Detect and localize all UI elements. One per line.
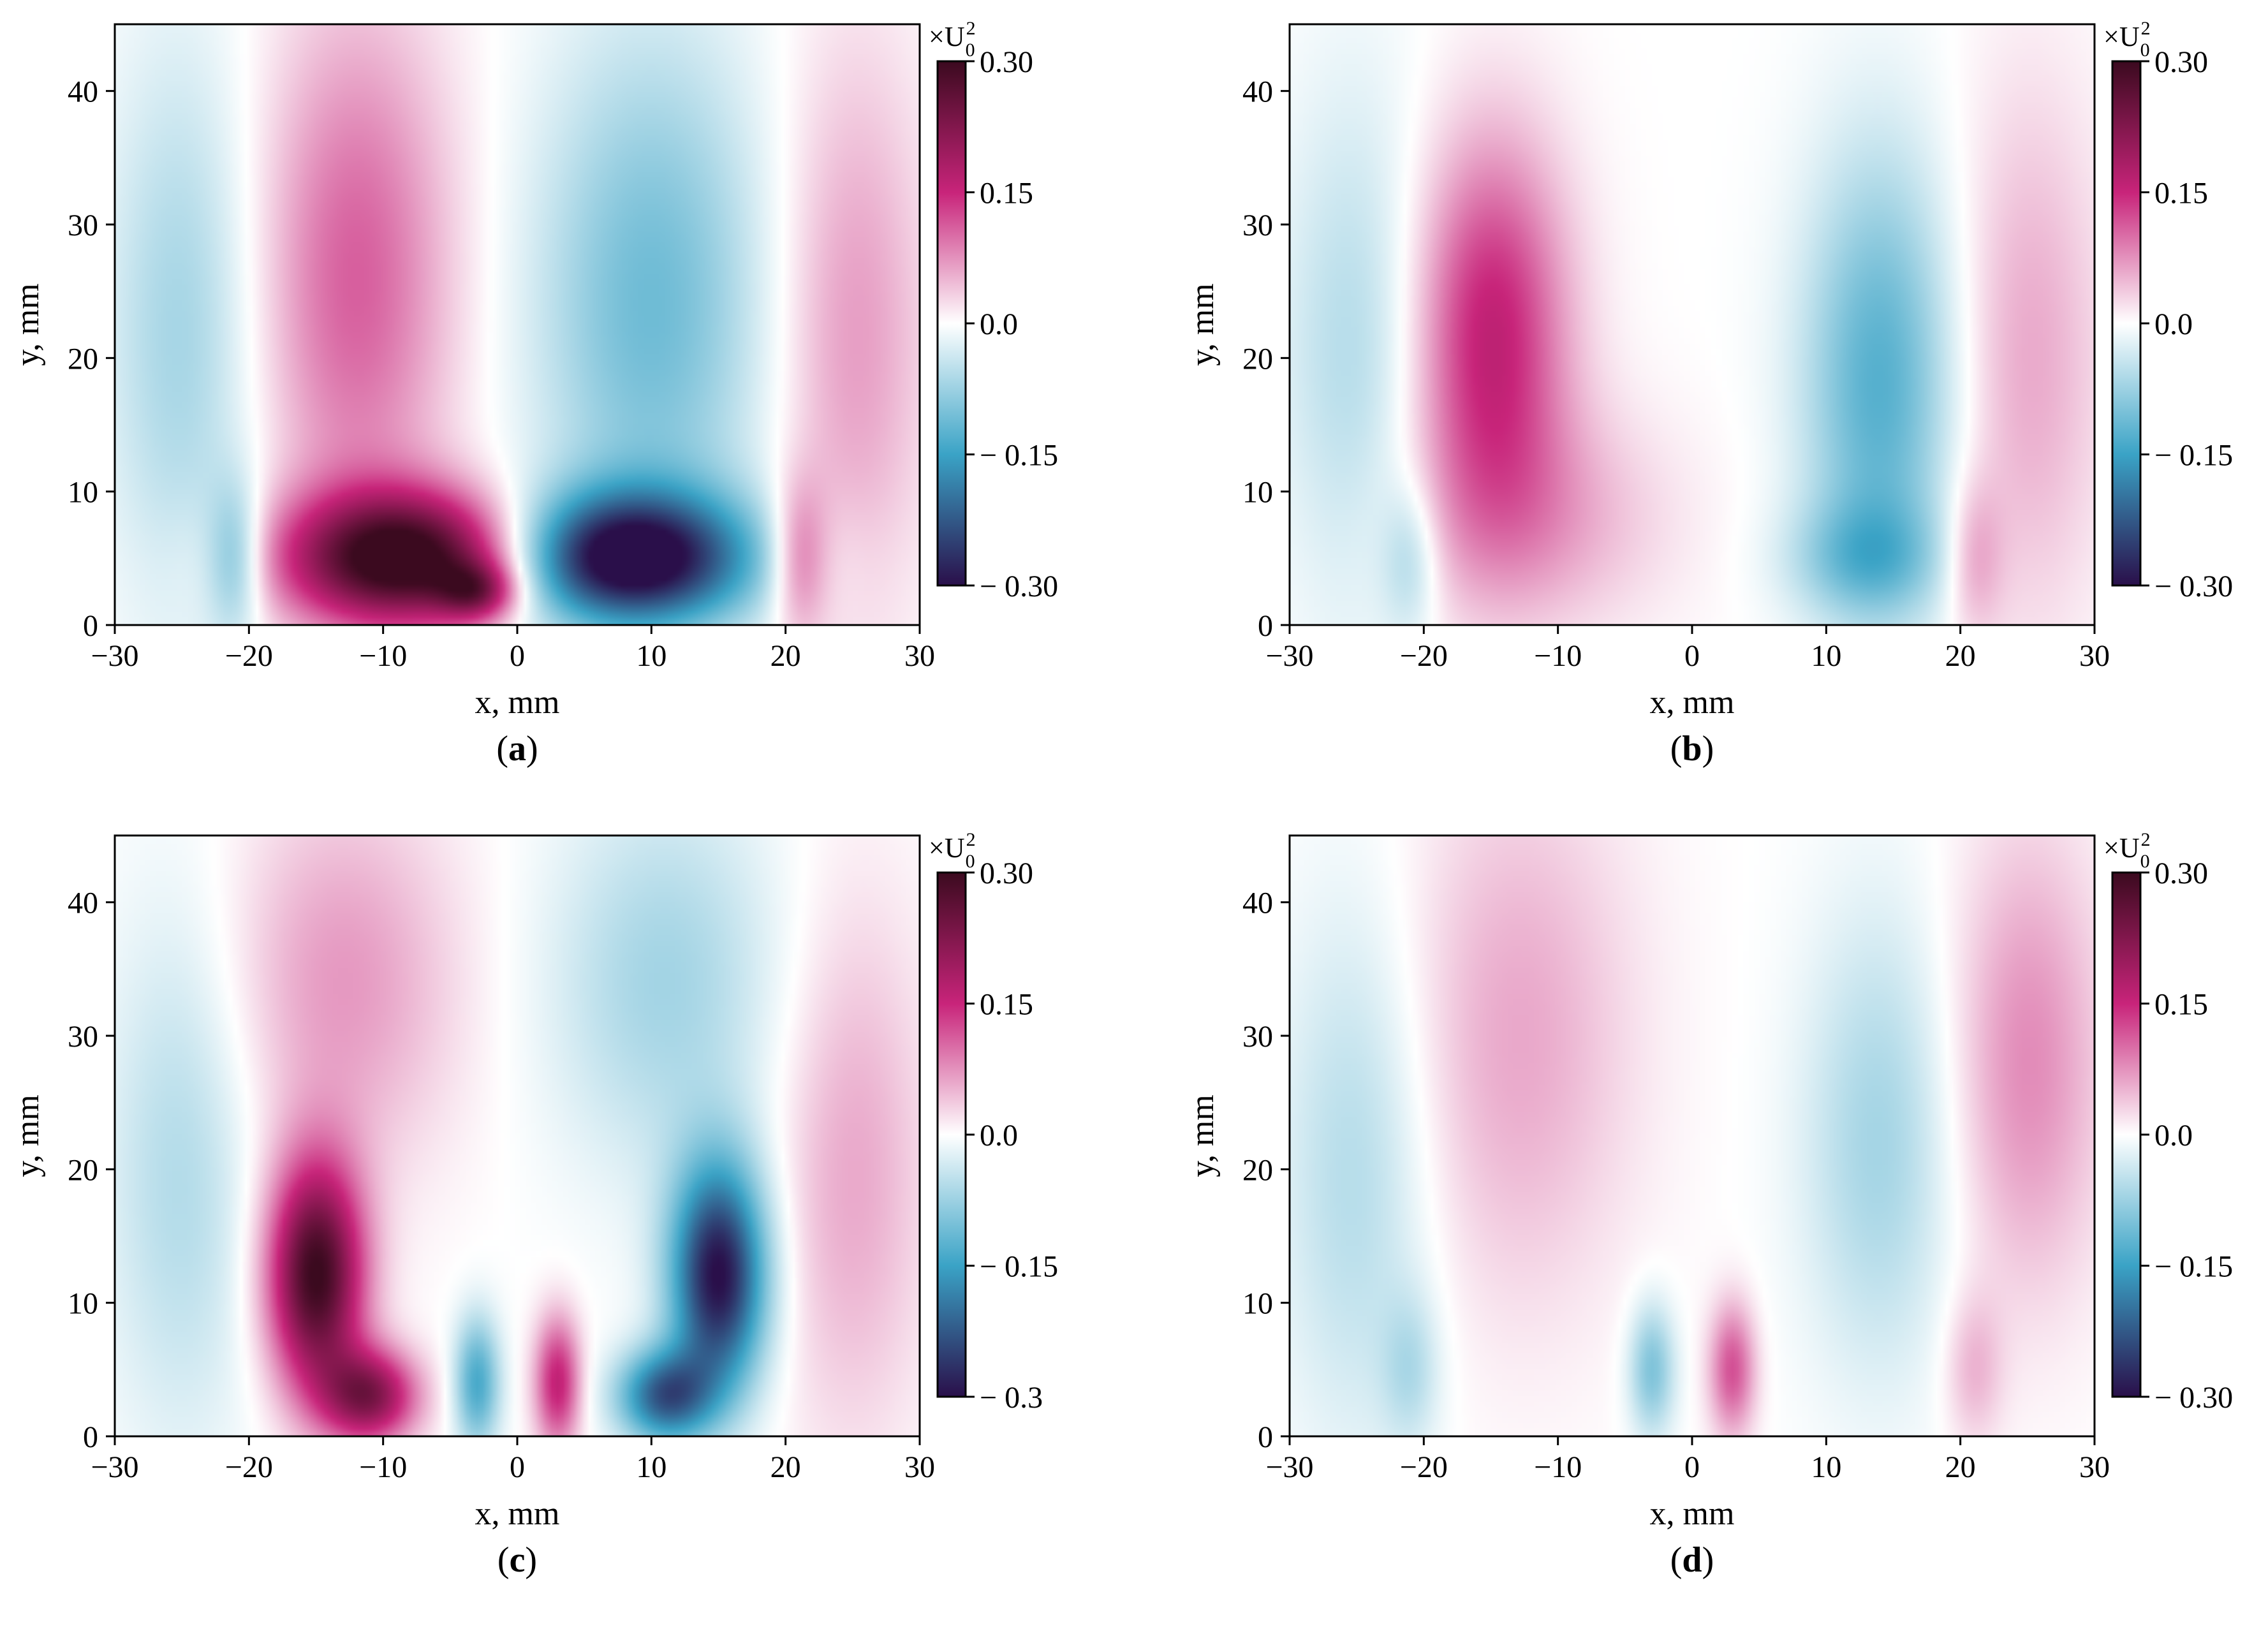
x-axis-label: x, mm — [475, 684, 560, 721]
y-axis-label: y, mm — [1184, 283, 1221, 366]
x-axis-label: x, mm — [1650, 684, 1735, 721]
colorbar-tick-label: − 0.3 — [980, 1381, 1043, 1415]
y-tick-label: 20 — [68, 342, 98, 376]
y-tick-label: 20 — [1242, 342, 1273, 376]
heatmap-image — [1290, 24, 2095, 625]
panel-a: −30 −20 −10 0 10 20 30 0 10 20 30 40 x, mm y, mm 0.30 0… — [10, 18, 1058, 769]
panel-label: (d) — [1670, 1540, 1714, 1580]
colorbar-tick-label: 0.30 — [2154, 45, 2208, 79]
y-tick-label: 30 — [1242, 209, 1273, 242]
x-tick-label: −30 — [91, 639, 138, 673]
y-tick-label: 10 — [1242, 1287, 1273, 1321]
y-axis-label: y, mm — [1184, 1094, 1221, 1177]
x-tick-label: −10 — [359, 1450, 407, 1484]
x-tick-label: 10 — [1811, 1450, 1841, 1484]
x-axis-label: x, mm — [475, 1496, 560, 1532]
y-tick-label: 40 — [1242, 887, 1273, 920]
heatmap-image — [1290, 836, 2095, 1436]
x-tick-label: 20 — [1945, 639, 1976, 673]
x-tick-label: 30 — [2079, 639, 2110, 673]
panel-c: −30 −20 −10 0 10 20 30 0 10 20 30 40 x, mm y, mm 0.30 0… — [10, 829, 1058, 1580]
x-axis-label: x, mm — [1650, 1496, 1735, 1532]
x-tick-label: −30 — [91, 1450, 138, 1484]
y-tick-label: 0 — [83, 609, 98, 643]
colorbar-tick-label: − 0.15 — [2154, 439, 2233, 473]
y-tick-label: 0 — [83, 1420, 98, 1454]
x-tick-label: 10 — [636, 1450, 666, 1484]
colorbar-tick-label: 0.30 — [2154, 857, 2208, 890]
y-tick-label: 10 — [1242, 476, 1273, 510]
x-tick-label: −20 — [225, 1450, 273, 1484]
colorbar-tick-label: 0.0 — [2154, 307, 2193, 341]
colorbar-tick-label: − 0.30 — [2154, 570, 2233, 603]
y-tick-label: 20 — [68, 1153, 98, 1187]
panel-b: −30 −20 −10 0 10 20 30 0 10 20 30 40 x, mm y, mm 0.30 0… — [1184, 18, 2233, 769]
x-tick-label: 10 — [1811, 639, 1841, 673]
x-tick-label: −30 — [1265, 1450, 1313, 1484]
y-tick-label: 40 — [1242, 75, 1273, 109]
colorbar-tick-label: − 0.15 — [980, 439, 1058, 473]
colorbar — [936, 60, 967, 587]
x-tick-label: 30 — [904, 639, 935, 673]
y-tick-label: 20 — [1242, 1153, 1273, 1187]
heatmap-image — [115, 836, 920, 1436]
x-tick-label: 0 — [1684, 1450, 1700, 1484]
panel-label: (c) — [497, 1540, 537, 1580]
colorbar-tick-label: 0.15 — [2154, 988, 2208, 1022]
x-tick-label: −30 — [1265, 639, 1313, 673]
panel-label: (b) — [1670, 729, 1714, 769]
colorbar — [2111, 871, 2142, 1398]
x-tick-label: −20 — [1400, 1450, 1448, 1484]
colorbar-tick-label: 0.0 — [2154, 1119, 2193, 1152]
x-tick-label: −10 — [1534, 1450, 1582, 1484]
x-tick-label: 10 — [636, 639, 666, 673]
colorbar-tick-label: 0.15 — [980, 988, 1033, 1022]
x-tick-label: 20 — [770, 639, 801, 673]
x-tick-label: 20 — [770, 1450, 801, 1484]
x-tick-label: −10 — [1534, 639, 1582, 673]
y-tick-label: 0 — [1258, 1420, 1273, 1454]
y-tick-label: 30 — [1242, 1020, 1273, 1054]
x-tick-label: −20 — [225, 639, 273, 673]
panel-d: −30 −20 −10 0 10 20 30 0 10 20 30 40 x, mm y, mm 0.30 0… — [1184, 829, 2233, 1580]
y-tick-label: 40 — [68, 887, 98, 920]
x-tick-label: 0 — [1684, 639, 1700, 673]
colorbar-unit-label: ×U2 0 — [929, 829, 976, 872]
colorbar-tick-label: − 0.15 — [980, 1250, 1058, 1284]
panel-label: (a) — [496, 729, 538, 769]
x-tick-label: 0 — [510, 1450, 525, 1484]
colorbar-unit-label: ×U2 0 — [929, 18, 976, 61]
y-tick-label: 40 — [68, 75, 98, 109]
y-tick-label: 10 — [68, 476, 98, 510]
y-tick-label: 0 — [1258, 609, 1273, 643]
x-tick-label: 20 — [1945, 1450, 1976, 1484]
colorbar — [2111, 60, 2142, 587]
colorbar — [936, 871, 967, 1398]
colorbar-tick-label: 0.0 — [980, 1119, 1018, 1152]
x-tick-label: 0 — [510, 639, 525, 673]
x-tick-label: −10 — [359, 639, 407, 673]
heatmap-image — [115, 24, 920, 625]
colorbar-tick-label: 0.30 — [980, 857, 1033, 890]
x-tick-label: −20 — [1400, 639, 1448, 673]
colorbar-tick-label: − 0.15 — [2154, 1250, 2233, 1284]
y-tick-label: 30 — [68, 209, 98, 242]
colorbar-unit-label: ×U2 0 — [2103, 829, 2151, 872]
colorbar-tick-label: 0.30 — [980, 45, 1033, 79]
y-tick-label: 10 — [68, 1287, 98, 1321]
colorbar-tick-label: − 0.30 — [980, 570, 1058, 603]
colorbar-tick-label: 0.0 — [980, 307, 1018, 341]
x-tick-label: 30 — [904, 1450, 935, 1484]
colorbar-unit-label: ×U2 0 — [2103, 18, 2151, 61]
colorbar-tick-label: − 0.30 — [2154, 1381, 2233, 1415]
colorbar-tick-label: 0.15 — [980, 177, 1033, 210]
y-axis-label: y, mm — [10, 283, 46, 366]
y-axis-label: y, mm — [10, 1094, 46, 1177]
colorbar-tick-label: 0.15 — [2154, 177, 2208, 210]
y-tick-label: 30 — [68, 1020, 98, 1054]
x-tick-label: 30 — [2079, 1450, 2110, 1484]
